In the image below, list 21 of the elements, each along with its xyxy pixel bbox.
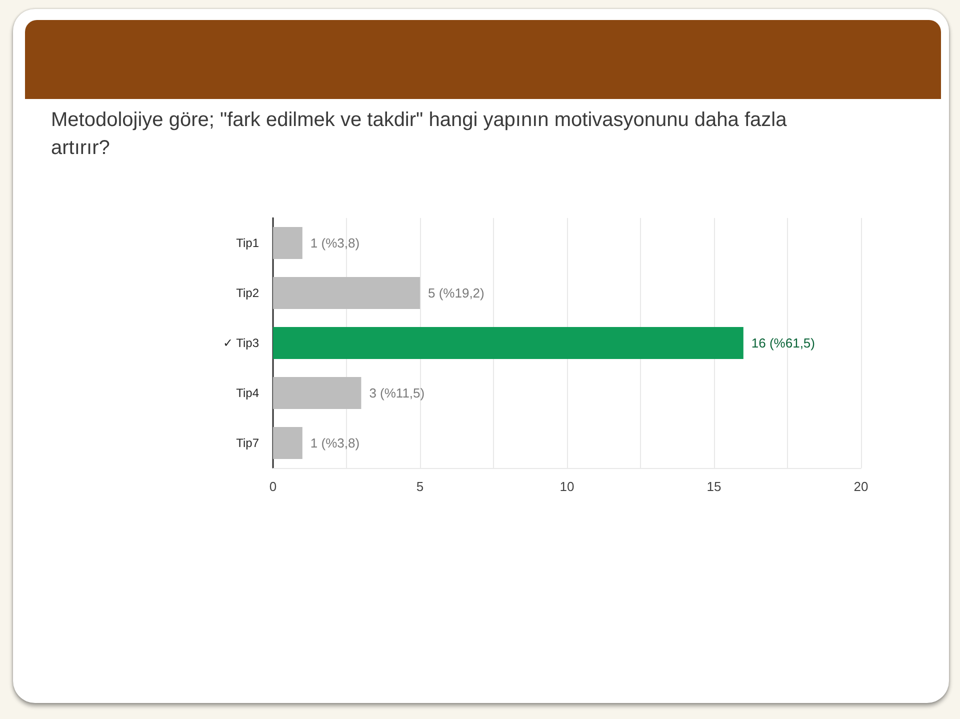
bar xyxy=(273,327,744,359)
bar xyxy=(273,227,302,259)
data-label: 1 (%3,8) xyxy=(310,236,360,250)
y-tick-label: Tip4 xyxy=(236,386,260,400)
x-tick-label: 0 xyxy=(269,479,277,494)
data-label: 5 (%19,2) xyxy=(428,286,484,300)
data-label: 1 (%3,8) xyxy=(310,436,360,450)
x-tick-label: 5 xyxy=(416,479,424,494)
bar xyxy=(273,277,420,309)
chart-title: Metodolojiye göre; "fark edilmek ve takdir" hangi yapının motivasyonunu daha fazla artırır? xyxy=(51,109,792,159)
y-tick-label: ✓ Tip3 xyxy=(222,336,260,350)
y-tick-label: Tip1 xyxy=(236,236,260,250)
x-tick-label: 10 xyxy=(560,479,574,494)
x-tick-label: 20 xyxy=(854,479,868,494)
data-label: 3 (%11,5) xyxy=(369,386,425,400)
y-tick-label: Tip2 xyxy=(236,286,260,300)
bar xyxy=(273,427,302,459)
x-tick-label: 15 xyxy=(706,479,722,494)
y-tick-label: Tip7 xyxy=(236,436,260,450)
data-label: 16 (%61,5) xyxy=(751,336,815,350)
bar xyxy=(273,377,362,409)
